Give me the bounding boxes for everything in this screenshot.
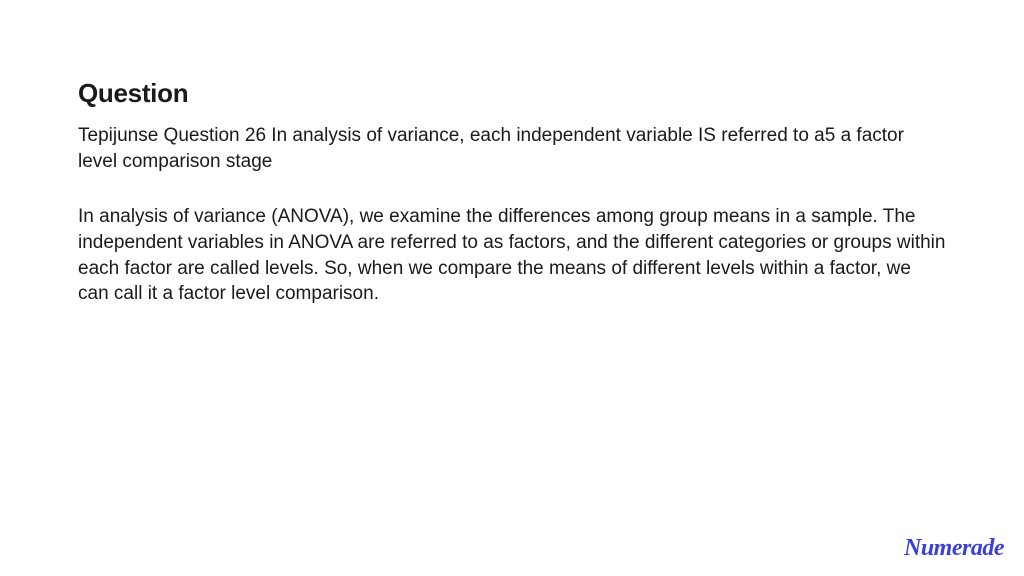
answer-text: In analysis of variance (ANOVA), we exam… bbox=[78, 204, 946, 307]
content-area: Question Tepijunse Question 26 In analys… bbox=[0, 0, 1024, 307]
question-text: Tepijunse Question 26 In analysis of var… bbox=[78, 123, 946, 174]
question-heading: Question bbox=[78, 78, 946, 109]
numerade-logo: Numerade bbox=[904, 535, 1004, 562]
